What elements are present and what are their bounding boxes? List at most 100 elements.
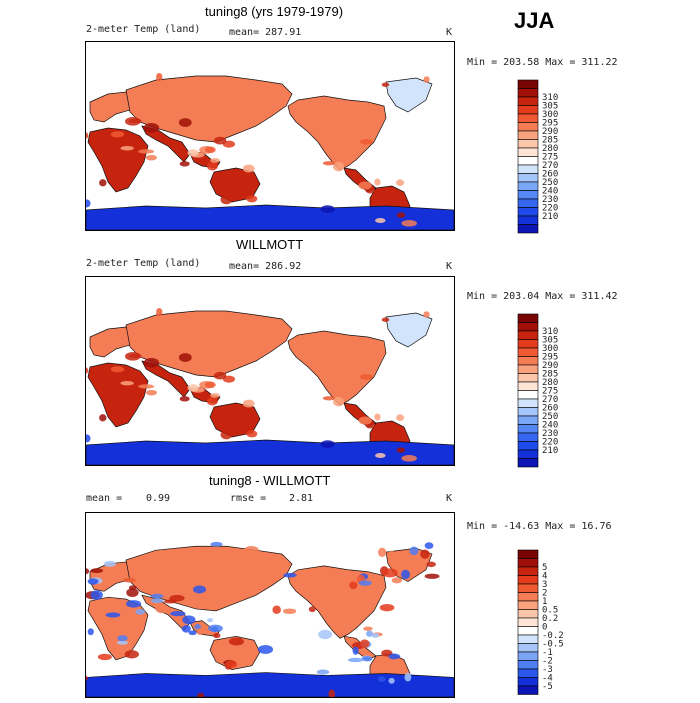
- panel1-colorbar-label: 270: [542, 161, 558, 171]
- panel3-colorbar: 5 4 3 2 1 0.5 0.2 0 -0.2 -0.5 -1 -2 -3 -4 -5: [517, 549, 588, 703]
- panel1-land-north-america: [287, 95, 387, 171]
- panel3-field-cell: [135, 608, 146, 615]
- panel3-field-cell: [124, 650, 139, 659]
- panel2-colorbar-label: 220: [542, 438, 558, 448]
- panel3-colorbar-swatch: [517, 549, 539, 559]
- panel3-colorbar-swatch: [517, 685, 539, 695]
- panel1-colorbar-swatch: [517, 113, 539, 123]
- panel1-field-cell: [143, 122, 160, 133]
- panel3-mean-value: 0.99: [146, 493, 171, 504]
- panel2-field-cell: [206, 396, 218, 406]
- panel1-colorbar-svg: 3103053002952902852802752702602502402302…: [517, 79, 558, 234]
- panel3-field-cell: [282, 608, 297, 614]
- panel2-colorbar-label: 210: [542, 446, 558, 456]
- panel3-field-cell: [400, 569, 411, 580]
- panel2-field-cell: [210, 393, 220, 398]
- panel3-field-cell: [116, 640, 128, 645]
- panel1-colorbar-label: 250: [542, 178, 558, 188]
- panel3-map-svg: [86, 541, 454, 697]
- panel3-field-cell: [196, 628, 204, 635]
- panel1-field-cell: [206, 161, 218, 171]
- panel2-colorbar-label: 310: [542, 327, 558, 337]
- panel2-colorbar-label: 240: [542, 421, 558, 431]
- season-label: JJA: [514, 8, 555, 33]
- panel3-colorbar-swatch: [517, 643, 539, 653]
- panel2-colorbar-swatch: [517, 432, 539, 442]
- panel3-minmax: Min = -14.63 Max = 16.76: [467, 521, 612, 532]
- panel1-mean: mean= 287.91: [229, 27, 302, 38]
- panel3-land-africa: [87, 596, 149, 661]
- panel3-colorbar-label: 5: [542, 563, 547, 573]
- panel3-field-cell: [420, 549, 430, 559]
- panel1-field-cell: [358, 181, 372, 190]
- panel2-field-cell: [187, 384, 199, 392]
- panel1-field-cell: [120, 146, 134, 151]
- panel2-field-cell: [246, 430, 258, 438]
- panel1-field-cell: [178, 118, 192, 127]
- panel3-field-cell: [103, 560, 116, 567]
- panel3-colorbar-swatch: [517, 677, 539, 687]
- panel2-colorbar-label: 300: [542, 344, 558, 354]
- panel3-colorbar-swatch: [517, 651, 539, 661]
- panel1-field-cell: [220, 194, 233, 205]
- panel3-field-cell: [388, 677, 395, 684]
- panel3-colorbar-swatch: [517, 617, 539, 627]
- panel3-field-cell: [283, 572, 297, 578]
- panel3-field-cell: [358, 580, 372, 586]
- panel2-field-cell: [204, 381, 216, 389]
- panel3-field-cell: [123, 577, 136, 583]
- panel3-field-cell: [225, 660, 238, 669]
- panel3-colorbar-swatch: [517, 609, 539, 619]
- panel1-colorbar-swatch: [517, 181, 539, 191]
- panel2-field-cell: [396, 414, 405, 421]
- panel3-land-australia: [209, 635, 261, 670]
- panel1-field-cell: [374, 178, 381, 186]
- panel2-field-cell: [110, 366, 125, 373]
- panel3-field-cell: [352, 646, 359, 655]
- panel2-field-cell: [401, 454, 418, 462]
- panel2-colorbar-label: 270: [542, 395, 558, 405]
- panel1-field-cell: [145, 154, 157, 161]
- panel2-colorbar-swatch: [517, 339, 539, 349]
- panel1-colorbar-swatch: [517, 224, 539, 234]
- panel1-colorbar-swatch: [517, 198, 539, 208]
- panel3-colorbar-swatch: [517, 583, 539, 593]
- panel2-field-cell: [213, 371, 227, 380]
- panel1-colorbar-swatch: [517, 190, 539, 200]
- panel3-field-cell: [125, 600, 142, 608]
- panel1-colorbar-label: 285: [542, 136, 558, 146]
- panel2-colorbar-swatch: [517, 424, 539, 434]
- panel1-colorbar-label: 240: [542, 187, 558, 197]
- panel3-field-cell: [192, 585, 207, 594]
- panel1-field-cell: [156, 72, 163, 82]
- panel2-colorbar-swatch: [517, 381, 539, 391]
- panel1-field-cell: [179, 161, 190, 167]
- panel3-field-cell: [105, 612, 121, 618]
- panel1-colorbar-swatch: [517, 122, 539, 132]
- panel3-colorbar-swatch: [517, 592, 539, 602]
- panel3-colorbar-label: -1: [542, 648, 553, 658]
- panel3-field-cell: [382, 568, 398, 578]
- panel3-colorbar-swatch: [517, 600, 539, 610]
- panel3-field-cell: [180, 593, 192, 604]
- panel1-colorbar-label: 300: [542, 110, 558, 120]
- panel2-colorbar-swatch: [517, 322, 539, 332]
- panel3-field-cell: [87, 578, 99, 585]
- panel1-field-cell: [396, 212, 406, 218]
- panel2-field-cell: [86, 434, 91, 443]
- panel1-land-greenland: [385, 77, 433, 113]
- panel2-field-cell: [156, 307, 163, 317]
- panel3-field-cell: [359, 639, 370, 648]
- panel1-colorbar-swatch: [517, 164, 539, 174]
- panel3-field-cell: [387, 550, 396, 559]
- panel1-colorbar-label: 210: [542, 212, 558, 222]
- panel1-map: [85, 41, 455, 231]
- panel3-field-cell: [181, 624, 191, 633]
- panel3-field-cell: [318, 629, 333, 640]
- panel1-field-cell: [332, 161, 345, 172]
- panel1-field-cell: [204, 146, 216, 154]
- panel1-colorbar-label: 290: [542, 127, 558, 137]
- panel3-field-cell: [126, 588, 139, 597]
- panel1-field-cell: [86, 199, 91, 208]
- panel1-units: K: [446, 27, 453, 38]
